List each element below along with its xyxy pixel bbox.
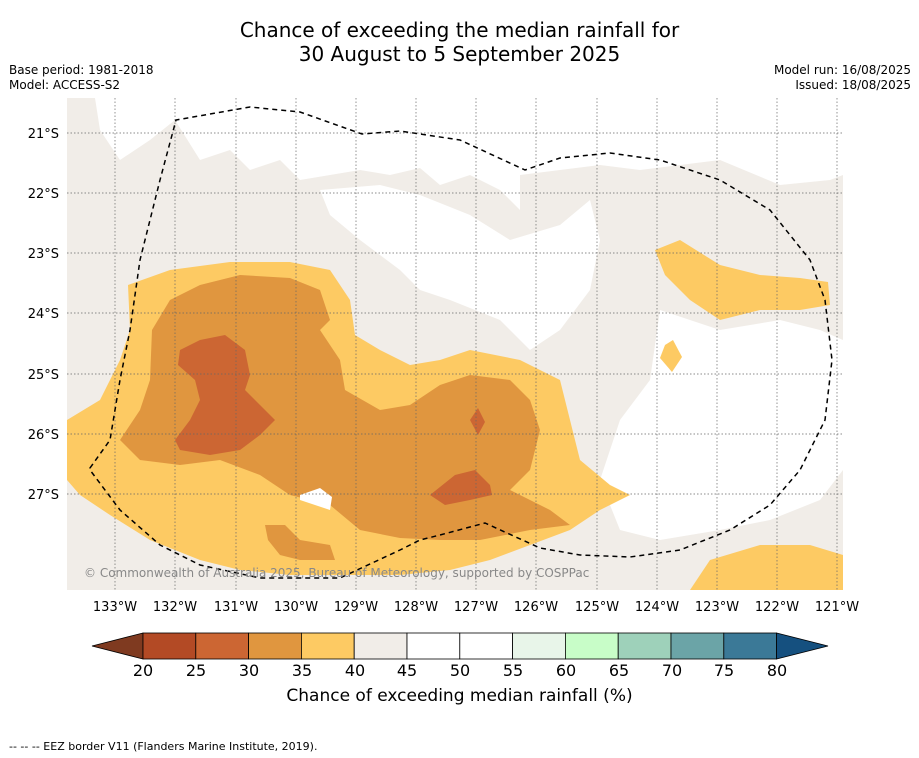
lon-label: 131°W [214, 600, 258, 615]
title-line-1: Chance of exceeding the median rainfall … [239, 18, 680, 42]
colorbar-segment [617, 632, 672, 660]
colorbar-extend-high [776, 632, 829, 660]
colorbar-segment [406, 632, 461, 660]
contour-25-30-dot [470, 408, 485, 435]
lon-label: 124°W [635, 600, 679, 615]
colorbar-tick: 70 [662, 661, 682, 680]
lat-labels: 21°S 22°S 23°S 24°S 25°S 26°S 27°S [28, 127, 59, 503]
colorbar-segment [723, 632, 777, 660]
lon-label: 121°W [815, 600, 859, 615]
lon-label: 125°W [575, 600, 619, 615]
lon-label: 122°W [755, 600, 799, 615]
eez-footer-note: -- -- -- EEZ border V11 (Flanders Marine… [9, 740, 318, 753]
contour-25-30-mid [430, 470, 492, 505]
map-plot: © Commonwealth of Australia 2025, Bureau… [67, 98, 843, 590]
colorbar-tick: 50 [450, 661, 470, 680]
lat-label: 25°S [28, 368, 59, 383]
colorbar-segment [459, 632, 513, 660]
lon-label: 132°W [153, 600, 197, 615]
colorbar-tick: 20 [133, 661, 153, 680]
copyright-text: © Commonwealth of Australia 2025, Bureau… [84, 566, 589, 580]
colorbar-tick: 25 [186, 661, 206, 680]
contour-white-pocket [300, 488, 332, 510]
lon-label: 128°W [394, 600, 438, 615]
base-period: Base period: 1981-2018 [9, 63, 154, 77]
lat-label: 24°S [28, 307, 59, 322]
colorbar-tick: 45 [397, 661, 417, 680]
contour-35-40-se [690, 545, 843, 590]
colorbar-segment [300, 632, 355, 660]
lat-label: 26°S [28, 428, 59, 443]
lon-label: 133°W [93, 600, 137, 615]
colorbar-tick: 55 [503, 661, 523, 680]
contour-white-east [600, 310, 843, 540]
contour-35-40-east [655, 240, 830, 320]
colorbar-segment [565, 632, 619, 660]
lon-label: 129°W [334, 600, 378, 615]
colorbar [91, 632, 829, 660]
lon-label: 127°W [454, 600, 498, 615]
colorbar-ticks: 20 25 30 35 40 45 50 55 60 65 70 75 80 [133, 661, 787, 680]
lat-label: 27°S [28, 488, 59, 503]
colorbar-tick: 40 [345, 661, 365, 680]
colorbar-tick: 80 [767, 661, 787, 680]
colorbar-segment [248, 632, 302, 660]
contour-35-40-dot [660, 340, 682, 372]
lat-label: 21°S [28, 127, 59, 142]
colorbar-tick: 65 [609, 661, 629, 680]
lon-label: 123°W [695, 600, 739, 615]
lon-label: 130°W [274, 600, 318, 615]
contour-25-30 [175, 335, 275, 455]
colorbar-segment [512, 632, 566, 660]
colorbar-label: Chance of exceeding median rainfall (%) [286, 686, 633, 706]
colorbar-tick: 30 [239, 661, 259, 680]
meta-right: Model run: 16/08/2025 Issued: 18/08/2025 [774, 63, 911, 93]
contour-white-north [320, 185, 600, 350]
lon-label: 126°W [514, 600, 558, 615]
lat-label: 23°S [28, 247, 59, 262]
gridline-lon [114, 98, 838, 590]
eez-border [89, 106, 833, 579]
issued-date: Issued: 18/08/2025 [795, 78, 911, 92]
lat-label: 22°S [28, 187, 59, 202]
model-run: Model run: 16/08/2025 [773, 63, 911, 77]
colorbar-tick: 60 [556, 661, 576, 680]
colorbar-segment [670, 632, 725, 660]
colorbar-tick: 75 [714, 661, 734, 680]
colorbar-tick: 35 [292, 661, 312, 680]
model-name: Model: ACCESS-S2 [9, 78, 121, 92]
colorbar-segment [353, 632, 408, 660]
colorbar-extend-low [91, 632, 144, 660]
colorbar-segment [195, 632, 250, 660]
map-title: Chance of exceeding the median rainfall … [0, 18, 919, 66]
meta-left: Base period: 1981-2018 Model: ACCESS-S2 [9, 63, 154, 93]
colorbar-segment [142, 632, 197, 660]
gridlines [67, 98, 843, 590]
lon-labels: 133°W 132°W 131°W 130°W 129°W 128°W 127°… [93, 600, 859, 615]
title-line-2: 30 August to 5 September 2025 [298, 42, 621, 66]
contour-30-35-south [265, 525, 335, 560]
